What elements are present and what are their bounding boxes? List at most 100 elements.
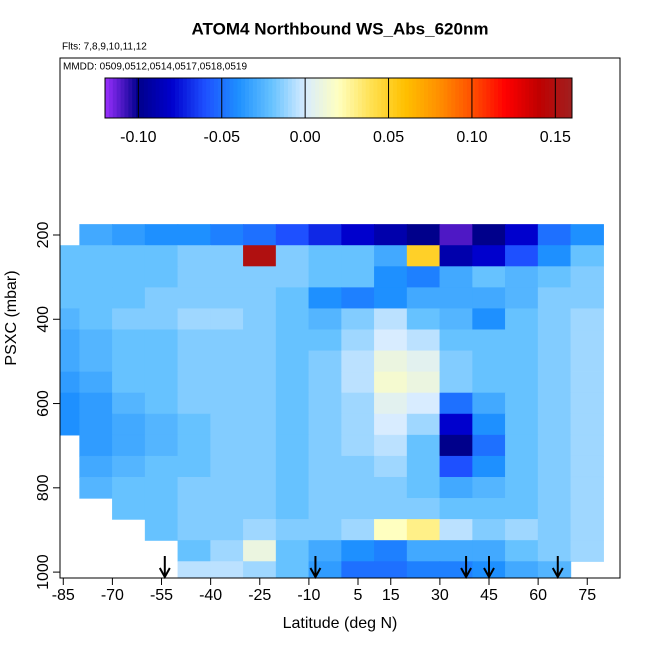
cell <box>79 434 113 457</box>
cell <box>570 350 604 373</box>
colorbar-slice <box>182 78 188 118</box>
colorbar-slice <box>459 78 464 118</box>
cell <box>341 392 375 415</box>
colorbar-slice <box>186 78 192 118</box>
cell <box>275 350 310 373</box>
cell <box>505 540 539 562</box>
cell <box>439 371 473 394</box>
cell <box>112 308 146 331</box>
cell <box>275 224 310 246</box>
colorbar-slice <box>451 78 456 118</box>
colorbar-slice <box>315 78 320 118</box>
colorbar-slice <box>536 78 542 118</box>
colorbar-slice <box>307 78 312 118</box>
cell <box>177 434 211 457</box>
cell <box>505 266 539 288</box>
cell <box>570 455 604 478</box>
colorbar-slice <box>400 78 406 118</box>
cell <box>243 434 277 457</box>
subtitle: Flts: 7,8,9,10,11,12 <box>62 42 147 53</box>
x-tick-label: 15 <box>382 587 400 604</box>
cell <box>144 413 179 436</box>
cell <box>537 476 572 499</box>
arrow <box>551 556 564 580</box>
colorbar-slice <box>284 78 289 118</box>
cell <box>243 308 277 331</box>
colorbar-slice <box>564 78 569 118</box>
cell <box>79 476 113 499</box>
cell <box>144 498 179 520</box>
colorbar-slice <box>408 78 413 118</box>
colorbar-slice <box>404 78 410 118</box>
cell <box>406 561 441 578</box>
colorbar-slice <box>194 78 199 118</box>
cell <box>144 455 179 478</box>
cell <box>406 308 441 331</box>
cell <box>505 434 539 457</box>
colorbar-slice <box>412 78 417 118</box>
cell <box>275 413 310 436</box>
colorbar-slice <box>206 78 211 118</box>
cell <box>177 540 211 562</box>
cell <box>275 519 310 541</box>
colorbar-slice <box>435 78 441 118</box>
chart-title: ATOM4 Northbound WS_Abs_620nm <box>192 19 489 38</box>
cell <box>439 392 473 415</box>
cell <box>537 413 572 436</box>
cell <box>537 287 572 310</box>
colorbar-slice <box>494 78 499 118</box>
colorbar-slice <box>560 78 565 118</box>
colorbar-slice <box>369 78 375 118</box>
colorbar-slice <box>241 78 246 118</box>
cell <box>374 308 408 331</box>
x-tick-label: 30 <box>431 587 449 604</box>
arrow-head <box>551 567 564 580</box>
cell <box>374 392 408 415</box>
cell <box>275 245 310 267</box>
cell <box>60 287 80 310</box>
cell <box>243 287 277 310</box>
cell <box>177 519 211 541</box>
colorbar-slice <box>463 78 468 118</box>
colorbar-slice <box>147 78 153 118</box>
cell <box>210 434 244 457</box>
colorbar-slice <box>568 78 573 118</box>
cell <box>341 476 375 499</box>
cell <box>210 371 244 394</box>
cell <box>374 350 408 373</box>
cell <box>341 498 375 520</box>
cell <box>570 308 604 331</box>
cell <box>210 392 244 415</box>
cell <box>177 287 211 310</box>
colorbar-slice <box>350 78 355 118</box>
cell <box>570 413 604 436</box>
cell <box>308 371 342 394</box>
cell <box>210 287 244 310</box>
cell <box>472 476 506 499</box>
cell <box>243 498 277 520</box>
cell <box>112 392 146 415</box>
cell <box>374 434 408 457</box>
cell <box>210 245 244 267</box>
x-tick-label: -40 <box>199 587 222 604</box>
cell <box>79 371 113 394</box>
cell <box>177 371 211 394</box>
colorbar-slice <box>381 78 386 118</box>
cell <box>374 519 408 541</box>
colorbar-slice <box>342 78 347 118</box>
cell <box>406 413 441 436</box>
cell <box>439 245 473 267</box>
colorbar-slice <box>373 78 378 118</box>
colorbar-slice <box>229 78 234 118</box>
cell <box>505 476 539 499</box>
cell <box>374 266 408 288</box>
cell <box>243 392 277 415</box>
cell <box>243 266 277 288</box>
cell <box>537 224 572 246</box>
colorbar-slice <box>299 78 304 118</box>
colorbar-slice <box>431 78 437 118</box>
cell <box>144 308 179 331</box>
cell <box>177 266 211 288</box>
colorbar-slice <box>198 78 203 118</box>
y-tick-label: 200 <box>35 222 52 249</box>
